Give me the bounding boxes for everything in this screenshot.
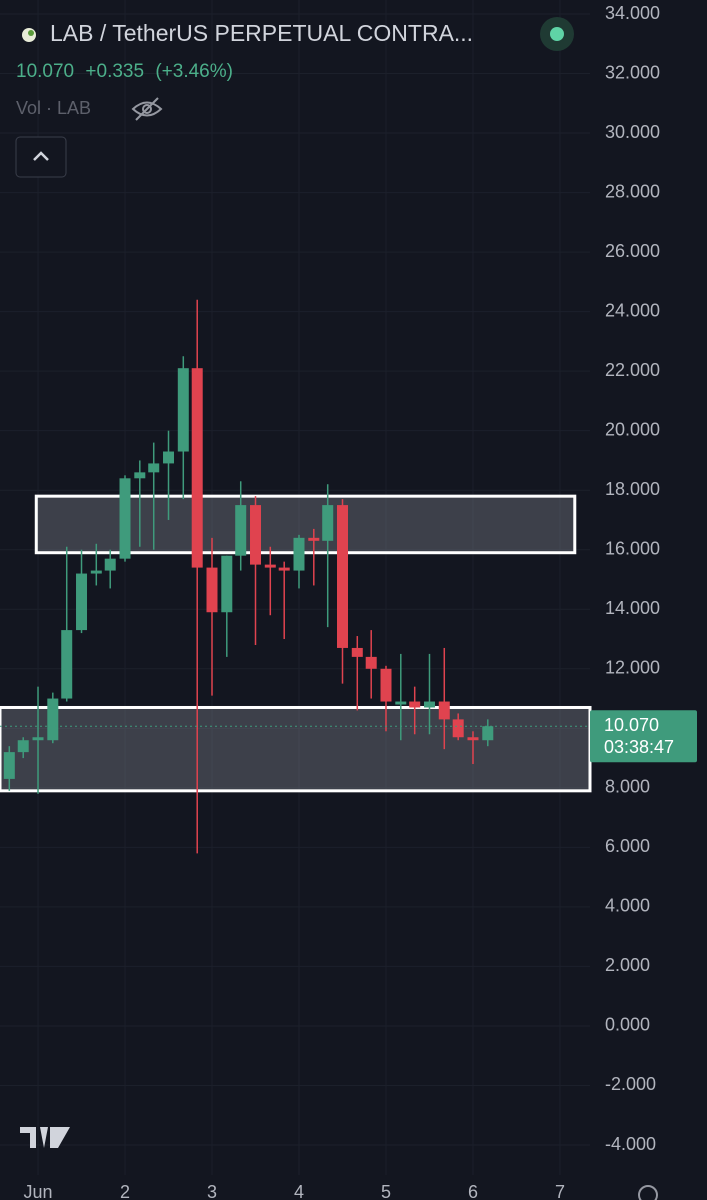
collapse-button[interactable] (15, 136, 67, 178)
y-tick-label: 22.000 (605, 360, 660, 380)
zone (0, 705, 592, 793)
candle-body (235, 505, 247, 556)
candle-body (3, 752, 15, 779)
y-tick-label: -4.000 (605, 1134, 656, 1154)
x-tick-label: 3 (207, 1182, 217, 1200)
y-tick-label: 34.000 (605, 3, 660, 23)
candle-body (119, 478, 131, 559)
y-tick-label: 6.000 (605, 836, 650, 856)
candle-body (61, 630, 73, 699)
y-tick-label: 20.000 (605, 419, 660, 439)
hide-icon[interactable] (131, 97, 163, 121)
candle-body (322, 505, 334, 541)
candle-body (409, 701, 421, 708)
price-badge (590, 710, 697, 763)
candle-body (452, 719, 464, 738)
symbol-title: LAB / TetherUS PERPETUAL CONTRA... (50, 20, 473, 46)
x-tick-label: 2 (120, 1182, 130, 1200)
x-tick-label: 7 (555, 1182, 565, 1200)
y-tick-label: 0.000 (605, 1015, 650, 1035)
y-tick-label: 24.000 (605, 300, 660, 320)
price-line: 10.070 +0.335 (+3.46%) (16, 61, 233, 82)
volume-label: Vol · LAB (16, 98, 91, 118)
plot: 34.00032.00030.00028.00026.00024.00022.0… (0, 0, 660, 1200)
candle-body (336, 505, 348, 648)
candle-body (221, 555, 233, 613)
settings-icon[interactable] (638, 1185, 658, 1200)
candle-body (90, 570, 102, 574)
y-tick-label: 16.000 (605, 538, 660, 558)
candle-body (423, 701, 435, 708)
y-tick-label: 32.000 (605, 62, 660, 82)
candle-body (206, 567, 218, 613)
price-badge-value: 10.070 (604, 715, 659, 735)
y-tick-label: 30.000 (605, 122, 660, 142)
candle-body (264, 564, 276, 568)
candle-body (278, 567, 290, 571)
y-tick-label: 28.000 (605, 181, 660, 201)
zone (34, 494, 577, 555)
change-pct: (+3.46%) (155, 61, 233, 82)
candle-body (148, 463, 160, 473)
y-tick-label: 26.000 (605, 241, 660, 261)
y-tick-label: 8.000 (605, 777, 650, 797)
candle-body (134, 472, 146, 479)
candle-body (104, 558, 116, 571)
price: 10.070 (16, 61, 74, 82)
logo-dot (28, 30, 34, 36)
candle-body (395, 701, 407, 705)
price-badge-countdown: 03:38:47 (604, 737, 674, 757)
x-tick-label: 6 (468, 1182, 478, 1200)
y-tick-label: -2.000 (605, 1074, 656, 1094)
y-tick-label: 18.000 (605, 479, 660, 499)
y-tick-label: 14.000 (605, 598, 660, 618)
candle-body (365, 656, 377, 669)
candle-body (380, 668, 392, 702)
candle-body (191, 368, 203, 568)
candle-body (32, 737, 44, 741)
candle-body (47, 698, 59, 741)
change: +0.335 (85, 61, 144, 82)
status-dot (550, 27, 564, 41)
candle-body (76, 573, 88, 631)
x-tick-label: 4 (294, 1182, 304, 1200)
candle-body (17, 740, 29, 753)
candle-body (250, 505, 262, 565)
tv-logo[interactable] (20, 1127, 70, 1148)
candle-body (467, 737, 479, 741)
candle-body (482, 726, 494, 741)
candle-body (308, 537, 320, 541)
x-tick-label: Jun (24, 1182, 53, 1200)
candle-body (177, 368, 189, 452)
candle-body (438, 701, 450, 720)
y-tick-label: 2.000 (605, 955, 650, 975)
y-tick-label: 4.000 (605, 896, 650, 916)
y-tick-label: 12.000 (605, 658, 660, 678)
candle-body (351, 647, 363, 657)
candle-body (163, 451, 175, 464)
x-tick-label: 5 (381, 1182, 391, 1200)
candle-body (293, 537, 305, 571)
chevron-up (33, 151, 49, 161)
